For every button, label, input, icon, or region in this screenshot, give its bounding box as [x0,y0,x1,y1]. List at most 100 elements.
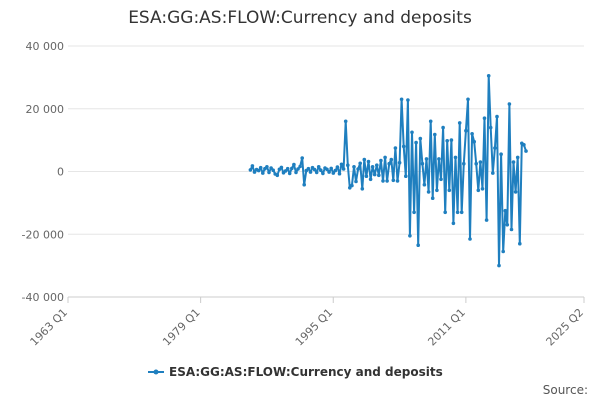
data-point[interactable] [404,174,408,178]
data-point[interactable] [428,119,433,124]
data-point[interactable] [306,166,311,171]
data-point[interactable] [524,149,528,153]
legend[interactable]: ESA:GG:AS:FLOW:Currency and deposits [148,365,443,379]
data-point[interactable] [279,165,284,170]
data-point[interactable] [387,161,392,166]
data-point[interactable] [424,157,429,161]
data-point[interactable] [290,166,294,171]
data-point[interactable] [352,165,356,169]
data-point[interactable] [258,165,263,170]
data-point[interactable] [482,116,487,120]
data-point[interactable] [507,102,512,106]
data-point[interactable] [275,173,280,178]
data-point[interactable] [399,97,404,102]
data-point[interactable] [493,146,497,150]
data-point[interactable] [271,168,276,172]
data-point[interactable] [410,130,414,135]
data-point[interactable] [439,177,443,182]
data-point[interactable] [420,161,425,166]
data-point[interactable] [443,210,448,215]
data-point[interactable] [265,165,269,169]
data-point[interactable] [362,157,367,162]
data-point[interactable] [339,162,344,167]
data-point[interactable] [285,166,290,171]
data-point[interactable] [312,167,317,172]
data-point[interactable] [468,237,472,241]
data-point[interactable] [437,157,441,161]
data-point[interactable] [248,168,253,172]
data-point[interactable] [377,173,381,178]
data-point[interactable] [366,159,371,164]
data-point[interactable] [370,165,375,169]
data-point[interactable] [375,163,379,167]
data-point[interactable] [455,210,460,215]
data-point[interactable] [503,208,508,213]
data-point[interactable] [346,163,350,167]
data-point[interactable] [470,132,474,136]
data-point[interactable] [393,146,398,150]
data-point[interactable] [435,188,439,193]
data-point[interactable] [495,114,499,119]
data-point[interactable] [287,171,292,176]
data-point[interactable] [397,160,402,165]
data-point[interactable] [518,241,522,246]
data-point[interactable] [308,170,313,174]
data-point[interactable] [256,168,261,173]
data-point[interactable] [364,174,369,178]
data-point[interactable] [300,156,305,160]
data-point[interactable] [356,167,360,171]
data-point[interactable] [476,188,481,193]
data-point[interactable] [401,144,406,149]
data-point[interactable] [252,170,257,174]
data-point[interactable] [360,187,365,191]
data-point[interactable] [501,249,506,254]
data-point[interactable] [499,152,503,156]
data-point[interactable] [472,139,477,144]
data-point[interactable] [389,157,394,162]
data-point[interactable] [261,171,265,175]
data-point[interactable] [379,158,383,163]
data-point[interactable] [459,210,464,215]
data-point[interactable] [267,170,271,175]
data-point[interactable] [327,170,331,174]
data-point[interactable] [486,74,491,78]
data-point[interactable] [449,138,454,142]
data-point[interactable] [337,171,342,176]
data-point[interactable] [464,128,468,133]
data-point[interactable] [466,97,470,102]
data-point[interactable] [333,168,338,173]
data-point[interactable] [488,125,493,130]
data-point[interactable] [457,121,462,125]
data-point[interactable] [316,165,321,169]
data-point[interactable] [513,190,518,194]
data-point[interactable] [395,179,400,183]
data-point[interactable] [422,182,427,187]
data-point[interactable] [451,221,456,226]
data-point[interactable] [408,234,412,238]
data-point[interactable] [406,98,410,102]
data-point[interactable] [445,139,450,143]
data-point[interactable] [412,210,416,215]
data-point[interactable] [335,165,340,169]
data-point[interactable] [385,179,389,183]
data-point[interactable] [294,170,298,175]
source-label[interactable]: Source: [543,383,588,397]
data-point[interactable] [372,172,377,177]
data-point[interactable] [354,179,358,184]
data-point[interactable] [430,196,435,200]
data-point[interactable] [368,177,373,182]
data-point[interactable] [298,164,302,169]
data-point[interactable] [505,223,510,227]
data-point[interactable] [474,161,479,166]
data-point[interactable] [329,166,334,171]
data-point[interactable] [480,187,485,191]
data-point[interactable] [433,132,437,137]
data-point[interactable] [416,243,421,247]
data-point[interactable] [350,183,354,188]
data-point[interactable] [441,125,445,130]
data-point[interactable] [296,167,300,171]
data-point[interactable] [511,160,516,164]
data-point[interactable] [391,178,396,183]
data-point[interactable] [292,162,296,167]
data-point[interactable] [426,190,431,194]
